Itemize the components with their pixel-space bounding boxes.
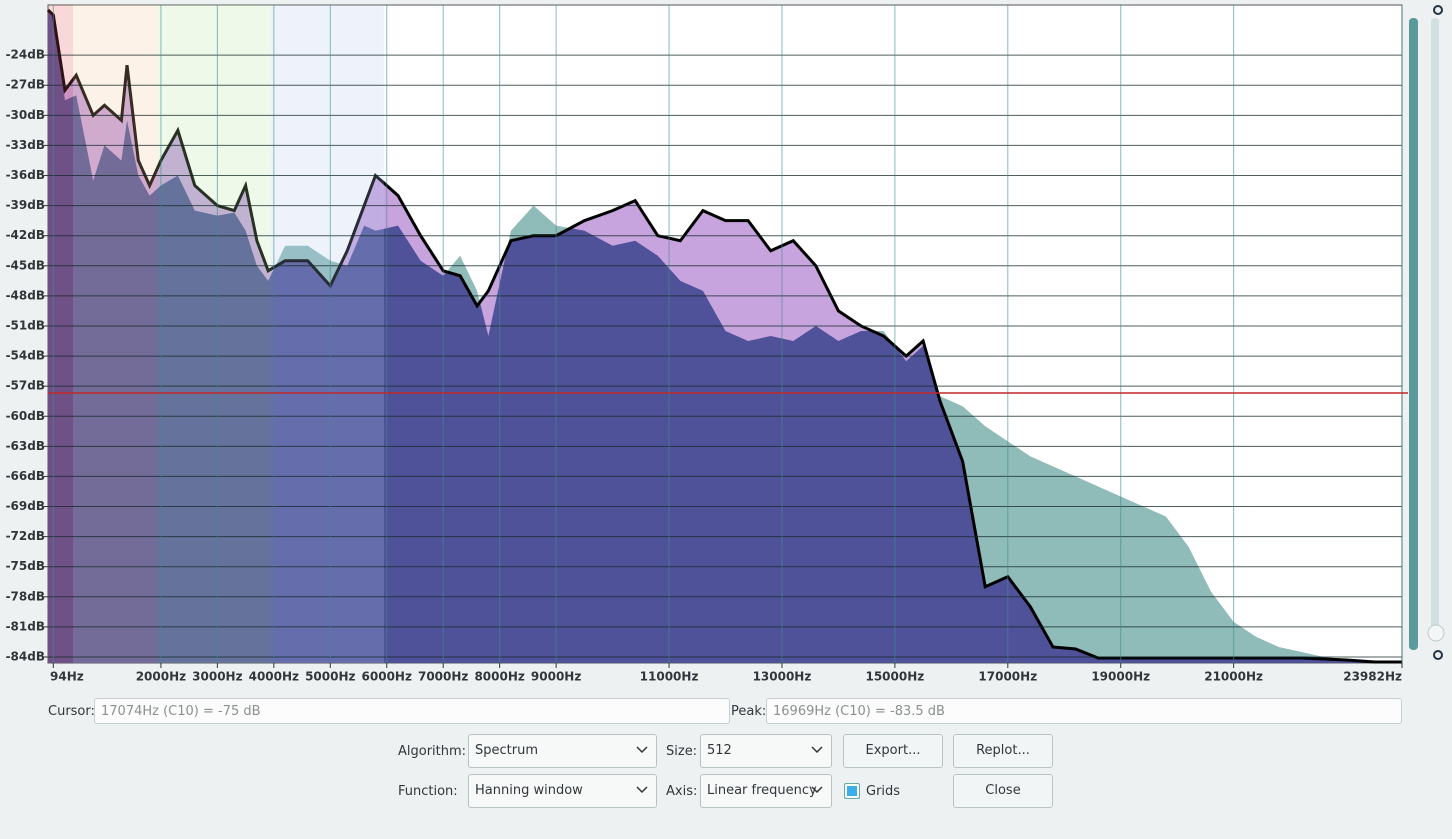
x-tick-label: 21000Hz <box>1204 670 1263 684</box>
grids-checkbox[interactable] <box>844 783 860 799</box>
x-tick-label: 11000Hz <box>640 670 699 684</box>
y-tick-label: -57dB <box>6 379 45 393</box>
axis-combo[interactable]: Linear frequency <box>700 774 832 808</box>
scroll-track[interactable] <box>1431 18 1439 636</box>
chevron <box>811 786 823 794</box>
band <box>271 5 384 663</box>
y-tick-label: -39dB <box>6 198 45 212</box>
spectrum-plot: -24dB -27dB -30dB -33dB -36dB -39dB -42dB -45dB… <box>6 4 1445 684</box>
chevron <box>636 786 648 794</box>
y-tick-label: -66dB <box>6 469 45 483</box>
x-tick-label: 9000Hz <box>531 670 581 684</box>
y-tick-label: -42dB <box>6 228 45 242</box>
y-tick-label: -27dB <box>6 78 45 92</box>
y-tick-label: -51dB <box>6 318 45 332</box>
replot-button[interactable]: Replot... <box>953 734 1053 768</box>
x-tick-label: 3000Hz <box>192 670 242 684</box>
axis-value: Linear frequency <box>707 783 817 798</box>
zoom-in[interactable] <box>1433 5 1443 15</box>
x-tick-label: 4000Hz <box>249 670 299 684</box>
y-tick-label: -69dB <box>6 499 45 513</box>
scroll-thumb[interactable] <box>1409 18 1418 650</box>
y-tick-label: -78dB <box>6 589 45 603</box>
close-button[interactable]: Close <box>953 774 1053 808</box>
peak-label: Peak: <box>731 704 767 719</box>
band <box>73 5 157 663</box>
x-tick-label: 6000Hz <box>362 670 412 684</box>
function-label: Function: <box>398 784 458 799</box>
function-combo[interactable]: Hanning window <box>468 774 657 808</box>
y-tick-label: -84dB <box>6 649 45 663</box>
x-tick-label: 8000Hz <box>474 670 524 684</box>
y-tick-label: -36dB <box>6 168 45 182</box>
chevron <box>811 746 823 754</box>
chevron <box>636 746 648 754</box>
y-tick-label: -48dB <box>6 288 45 302</box>
x-tick-label: 19000Hz <box>1091 670 1150 684</box>
x-tick-label: 15000Hz <box>865 670 924 684</box>
size-value: 512 <box>707 743 732 758</box>
frequency-bands <box>48 5 384 663</box>
algorithm-label: Algorithm: <box>398 744 467 759</box>
size-combo[interactable]: 512 <box>700 734 832 768</box>
y-tick-label: -33dB <box>6 138 45 152</box>
export-button[interactable]: Export... <box>843 734 943 768</box>
cursor-label: Cursor: <box>48 704 95 719</box>
grids-label[interactable]: Grids <box>866 784 901 799</box>
band <box>157 5 271 663</box>
y-tick-label: -60dB <box>6 409 45 423</box>
y-tick-label: -30dB <box>6 108 45 122</box>
algorithm-combo[interactable]: Spectrum <box>468 734 657 768</box>
y-tick-label: -75dB <box>6 559 45 573</box>
size-label: Size: <box>666 744 698 759</box>
band <box>48 5 73 663</box>
zoom-out[interactable] <box>1433 650 1443 660</box>
y-tick-label: -24dB <box>6 48 45 62</box>
x-tick-label: 17000Hz <box>978 670 1037 684</box>
y-tick-label: -72dB <box>6 529 45 543</box>
y-tick-label: -45dB <box>6 258 45 272</box>
y-tick-label: -81dB <box>6 619 45 633</box>
x-tick-label: 13000Hz <box>753 670 812 684</box>
peak-field: 16969Hz (C10) = -83.5 dB <box>766 698 1402 724</box>
scroll-handle[interactable] <box>1427 624 1445 642</box>
y-tick-label: -63dB <box>6 439 45 453</box>
cursor-field: 17074Hz (C10) = -75 dB <box>94 698 730 724</box>
x-tick-label: 94Hz <box>50 670 84 684</box>
x-tick-label: 5000Hz <box>305 670 355 684</box>
algorithm-value: Spectrum <box>475 743 538 758</box>
y-tick-label: -54dB <box>6 349 45 363</box>
function-value: Hanning window <box>475 783 583 798</box>
scrollbar[interactable] <box>1409 5 1445 660</box>
x-tick-label: 2000Hz <box>136 670 186 684</box>
x-tick-label: 7000Hz <box>418 670 468 684</box>
x-tick-label: 23982Hz <box>1343 670 1402 684</box>
axis-label: Axis: <box>666 784 698 799</box>
